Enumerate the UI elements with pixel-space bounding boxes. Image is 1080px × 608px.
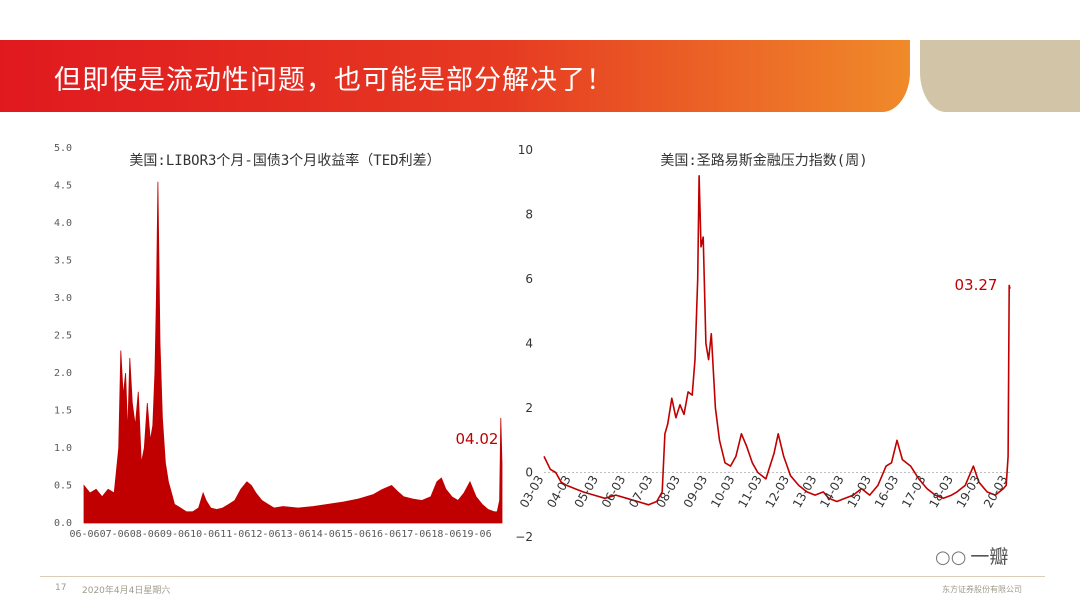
- x-tick-label: 10-03: [708, 473, 738, 510]
- series-line: [543, 175, 1011, 506]
- y-tick-label: 3.5: [54, 256, 72, 267]
- x-tick-label: 05-03: [572, 473, 602, 510]
- y-tick-label: 5.0: [54, 143, 72, 154]
- x-tick-label: 20-03: [981, 473, 1011, 510]
- x-tick-label: 07-03: [626, 473, 656, 510]
- y-tick-label: 4.0: [54, 218, 72, 229]
- x-tick-label: 15-06: [341, 529, 371, 540]
- y-tick-label: 1.5: [54, 406, 72, 417]
- decorative-tab: [920, 40, 1080, 112]
- x-tick-label: 06-03: [599, 473, 629, 510]
- page-number: 17: [55, 583, 67, 593]
- y-tick-label: 0.0: [54, 518, 72, 529]
- chart-annotation: 03.27: [955, 276, 998, 294]
- x-tick-label: 16-06: [371, 529, 401, 540]
- y-tick-label: 8: [525, 208, 533, 222]
- chart-annotation: 04.02: [456, 430, 499, 448]
- wechat-icon: ○○: [935, 547, 967, 568]
- x-tick-label: 06-06: [69, 529, 99, 540]
- y-tick-label: 0.5: [54, 481, 72, 492]
- x-tick-label: 04-03: [544, 473, 574, 510]
- y-tick-label: 6: [525, 272, 533, 286]
- x-tick-label: 07-06: [100, 529, 130, 540]
- x-tick-label: 11-06: [220, 529, 250, 540]
- series-area: [83, 181, 503, 524]
- x-tick-label: 14-06: [311, 529, 341, 540]
- x-tick-label: 19-06: [462, 529, 492, 540]
- watermark-text: 一瓣: [970, 546, 1009, 568]
- x-tick-label: 17-06: [401, 529, 431, 540]
- x-tick-label: 17-03: [899, 473, 929, 510]
- x-tick-label: 10-06: [190, 529, 220, 540]
- page-title: 但即使是流动性问题，也可能是部分解决了！: [54, 65, 614, 96]
- y-tick-label: 0: [525, 466, 533, 480]
- y-tick-label: 4.5: [54, 181, 72, 192]
- y-tick-label: 1.0: [54, 443, 72, 454]
- x-tick-label: 11-03: [735, 473, 765, 510]
- x-tick-label: 18-06: [431, 529, 461, 540]
- y-tick-label: 3.0: [54, 293, 72, 304]
- footer-divider: [40, 576, 1045, 577]
- x-tick-label: 13-06: [281, 529, 311, 540]
- x-tick-label: 14-03: [817, 473, 847, 510]
- footer-company: 东方证券股份有限公司: [942, 585, 1022, 594]
- x-tick-label: 15-03: [845, 473, 875, 510]
- title-banner: [0, 40, 910, 112]
- x-tick-label: 08-03: [653, 473, 683, 510]
- chart-title: 美国:LIBOR3个月-国债3个月收益率（TED利差）: [129, 152, 440, 169]
- x-tick-label: 08-06: [130, 529, 160, 540]
- footer-date: 2020年4月4日星期六: [82, 586, 171, 596]
- y-tick-label: 2.5: [54, 331, 72, 342]
- y-tick-label: 2: [525, 401, 533, 415]
- x-tick-label: 09-03: [681, 473, 711, 510]
- x-tick-label: 16-03: [872, 473, 902, 510]
- x-tick-label: 13-03: [790, 473, 820, 510]
- x-tick-label: 12-03: [763, 473, 793, 510]
- x-tick-label: 03-03: [517, 473, 547, 510]
- y-tick-label: −2: [515, 530, 533, 544]
- watermark: ○○ 一瓣: [935, 542, 1008, 569]
- chart-title: 美国:圣路易斯金融压力指数(周): [660, 153, 867, 169]
- y-tick-label: 10: [518, 143, 533, 157]
- x-tick-label: 09-06: [160, 529, 190, 540]
- y-tick-label: 2.0: [54, 368, 72, 379]
- y-tick-label: 4: [525, 337, 533, 351]
- x-tick-label: 12-06: [250, 529, 280, 540]
